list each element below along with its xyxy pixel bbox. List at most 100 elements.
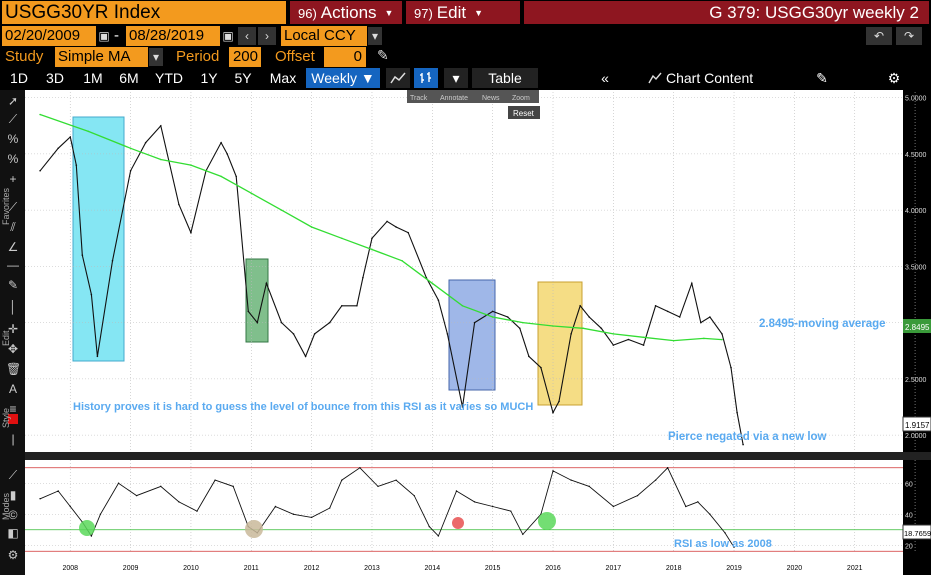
mini-tool-zoom[interactable]: Zoom: [512, 95, 530, 102]
period-field[interactable]: 200: [229, 47, 261, 67]
ma-point: [87, 130, 90, 133]
channel-icon[interactable]: ⫽: [10, 220, 16, 234]
rsi-circle-2008: [79, 520, 95, 536]
rsi-point: [232, 485, 234, 488]
redo-icon[interactable]: ↷: [896, 27, 922, 45]
crosshair-icon[interactable]: ✛: [7, 322, 19, 336]
currency-dropdown-icon[interactable]: ▾: [368, 27, 382, 45]
price-point: [690, 282, 693, 285]
settings-gear-icon[interactable]: ⚙: [884, 68, 904, 88]
text-icon[interactable]: A: [8, 382, 17, 396]
actions-label: Actions: [320, 3, 377, 22]
rsi-point: [510, 510, 512, 512]
edit-menu[interactable]: 97) Edit ▼: [406, 1, 520, 24]
end-date-field[interactable]: 08/28/2019: [126, 26, 220, 46]
bar-chart-icon[interactable]: [414, 68, 438, 88]
horizontal-line-icon[interactable]: ―: [7, 258, 19, 272]
next-arrow-icon[interactable]: ›: [258, 27, 276, 45]
price-point: [371, 237, 373, 240]
last-price-tag: [902, 416, 931, 432]
rsi-point: [57, 490, 59, 492]
range-1m[interactable]: 1M: [76, 68, 110, 88]
chart-content-button[interactable]: Chart Content: [666, 68, 766, 88]
range-5y[interactable]: 5Y: [228, 68, 258, 88]
rsi-point: [90, 535, 93, 537]
frequency-select[interactable]: Weekly ▼: [306, 68, 380, 88]
pierce-annotation: Pierce negated via a new low: [668, 431, 827, 443]
price-point: [519, 327, 521, 330]
rsi-point: [724, 532, 726, 534]
rsi-point: [709, 513, 711, 515]
retracement-icon[interactable]: %: [7, 152, 19, 166]
angle-icon[interactable]: ∠: [7, 240, 19, 254]
copy-icon[interactable]: ©: [8, 508, 18, 522]
range-max[interactable]: Max: [264, 68, 302, 88]
draw-mode-icon[interactable]: ⟋: [8, 468, 18, 482]
ray-icon[interactable]: ⟋: [8, 200, 18, 214]
color-swatch-icon[interactable]: [8, 414, 18, 424]
extension-icon[interactable]: +: [9, 172, 17, 186]
rsi-point: [178, 501, 180, 503]
ma-point: [672, 339, 675, 342]
start-date-field[interactable]: 02/20/2009: [2, 26, 96, 46]
actions-menu[interactable]: 96) Actions ▼: [290, 1, 402, 24]
collapse-icon[interactable]: «: [594, 68, 616, 88]
rsi-point: [69, 505, 71, 508]
gear-icon[interactable]: ⚙: [7, 548, 19, 562]
chart-type-dropdown-icon[interactable]: ▾: [444, 68, 468, 88]
x-tick-label: 2011: [244, 565, 259, 572]
range-ytd[interactable]: YTD: [150, 68, 188, 88]
calendar-icon[interactable]: ▣: [98, 27, 110, 45]
thickness-icon[interactable]: |: [11, 432, 15, 446]
price-point: [491, 310, 494, 313]
rsi-y-axis: 60 40 20: [905, 481, 913, 550]
price-point: [304, 355, 307, 358]
caret-down-icon: ▼: [474, 8, 484, 18]
previous-arrow-icon[interactable]: ‹: [238, 27, 256, 45]
vertical-line-icon[interactable]: │: [9, 300, 17, 314]
range-1y[interactable]: 1Y: [194, 68, 224, 88]
fibonacci-icon[interactable]: %: [7, 132, 19, 146]
rsi-point: [733, 546, 735, 548]
study-select[interactable]: Simple MA: [55, 47, 148, 67]
range-6m[interactable]: 6M: [112, 68, 146, 88]
line-style-icon[interactable]: ≡: [9, 402, 17, 416]
edit-chart-icon[interactable]: ✎: [812, 68, 832, 88]
highlight-box-2016: [537, 281, 583, 406]
mini-tool-annotate[interactable]: Annotate: [440, 95, 468, 102]
pen-icon[interactable]: ✎: [7, 278, 19, 292]
ma-point: [522, 321, 524, 324]
price-point: [57, 147, 59, 150]
mini-tool-news[interactable]: News: [482, 95, 500, 102]
delete-icon[interactable]: 🗑: [6, 362, 22, 376]
mini-tool-track[interactable]: Track: [410, 95, 428, 102]
offset-field[interactable]: 0: [324, 47, 366, 67]
price-point: [742, 443, 744, 446]
table-button[interactable]: Table: [472, 68, 538, 88]
panel-divider[interactable]: [25, 452, 931, 460]
range-3d[interactable]: 3D: [40, 68, 70, 88]
reset-button[interactable]: [508, 106, 540, 119]
rsi-point: [428, 525, 431, 528]
price-point: [570, 333, 572, 335]
undo-icon[interactable]: ↶: [866, 27, 892, 45]
palette-icon[interactable]: ◧: [7, 526, 19, 540]
price-tick-label: 3.5000: [905, 264, 927, 271]
range-1d[interactable]: 1D: [4, 68, 34, 88]
trendline-icon[interactable]: ⟋: [8, 112, 18, 126]
currency-select[interactable]: Local CCY: [281, 26, 367, 46]
rsi-circle-2016: [538, 512, 556, 530]
rsi-series: [39, 467, 735, 548]
ticker-field[interactable]: USGG30YR Index: [2, 1, 286, 24]
move-icon[interactable]: ✥: [7, 342, 19, 356]
line-chart-icon[interactable]: [386, 68, 410, 88]
top-bar: USGG30YR Index 96) Actions ▼ 97) Edit ▼ G 37…: [0, 0, 931, 25]
study-dropdown-icon[interactable]: ▾: [149, 48, 163, 66]
calendar-icon[interactable]: ▣: [222, 27, 234, 45]
price-point: [39, 169, 41, 172]
pencil-icon[interactable]: ✎: [377, 47, 389, 63]
highlight-icon[interactable]: ▮: [9, 488, 17, 502]
price-point: [75, 164, 78, 166]
pointer-icon[interactable]: ➚: [7, 94, 19, 108]
